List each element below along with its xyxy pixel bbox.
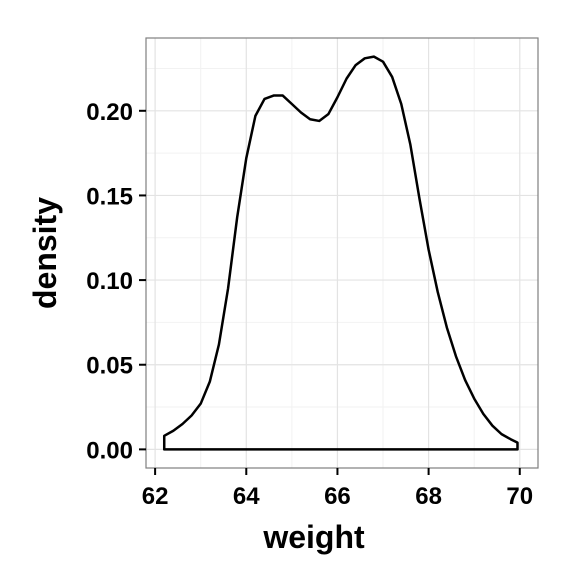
y-axis-ticks: 0.00 0.05 0.10 0.15 0.20: [86, 99, 146, 464]
x-tick-label: 64: [233, 483, 260, 510]
x-tick-label: 66: [324, 483, 351, 510]
y-tick-label: 0.10: [86, 268, 133, 295]
x-tick-label: 62: [142, 483, 169, 510]
x-tick-label: 68: [415, 483, 442, 510]
x-tick-label: 70: [506, 483, 533, 510]
series-layer: [162, 55, 519, 451]
y-axis-title: density: [27, 197, 63, 309]
plot-panel-border: [145, 37, 539, 469]
density-curve: [162, 55, 519, 451]
x-axis-title: weight: [262, 519, 365, 555]
minor-grid: [146, 38, 538, 468]
y-tick-label: 0.05: [86, 353, 133, 380]
y-tick-label: 0.20: [86, 99, 133, 126]
y-tick-label: 0.00: [86, 437, 133, 464]
y-tick-label: 0.15: [86, 183, 133, 210]
x-axis-ticks: 62 64 66 68 70: [142, 468, 533, 510]
plot-panel: [146, 38, 538, 468]
